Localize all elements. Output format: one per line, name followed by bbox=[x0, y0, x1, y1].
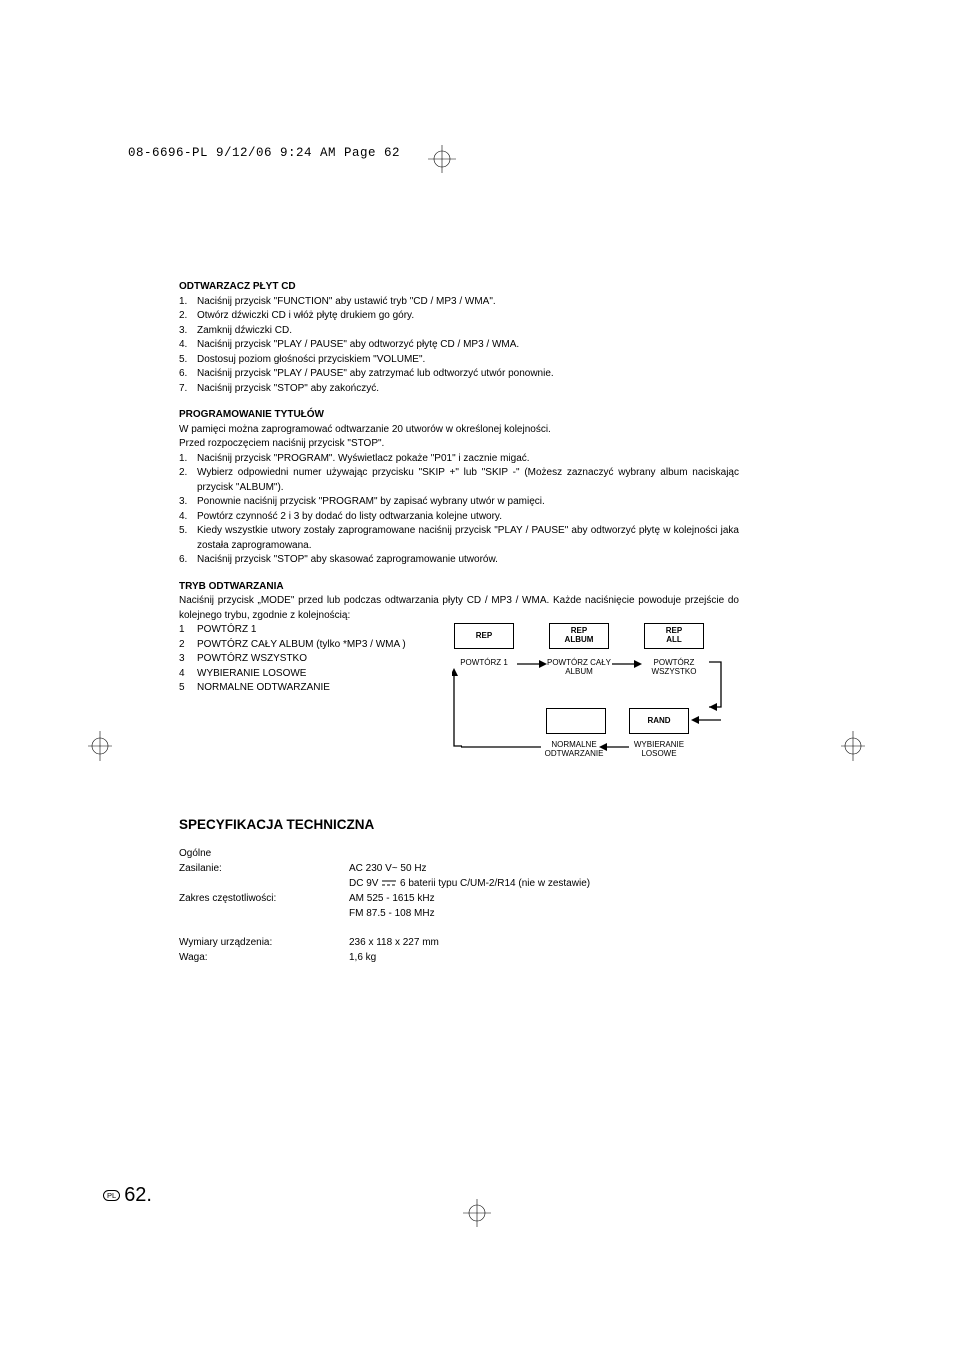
list-item: 6.Naciśnij przycisk "STOP" aby skasować … bbox=[179, 553, 739, 568]
arrow-icon bbox=[691, 715, 721, 725]
dc-symbol-icon bbox=[381, 879, 397, 887]
spec-row: Wymiary urządzenia:236 x 118 x 227 mm bbox=[179, 935, 739, 950]
list-item: 5.Dostosuj poziom głośności przyciskiem … bbox=[179, 353, 739, 368]
arrow-icon bbox=[612, 659, 642, 669]
list-item: 2POWTÓRZ CAŁY ALBUM (tylko *MP3 / WMA ) bbox=[179, 638, 449, 653]
section2-intro1: W pamięci można zaprogramować odtwarzani… bbox=[179, 423, 739, 438]
diagram-label-4: WYBIERANIELOSOWE bbox=[626, 741, 692, 759]
diagram-box-rep-album: REPALBUM bbox=[549, 623, 609, 649]
section1-title: ODTWARZACZ PŁYT CD bbox=[179, 280, 739, 295]
page-footer: PL 62. bbox=[103, 1184, 152, 1207]
spec-heading: SPECYFIKACJA TECHNICZNA bbox=[179, 815, 739, 835]
section1-list: 1.Naciśnij przycisk "FUNCTION" aby ustaw… bbox=[179, 295, 739, 397]
section3-list: 1POWTÓRZ 1 2POWTÓRZ CAŁY ALBUM (tylko *M… bbox=[179, 623, 449, 696]
arrow-icon bbox=[452, 668, 466, 750]
list-item: 1.Naciśnij przycisk "FUNCTION" aby ustaw… bbox=[179, 295, 739, 310]
section2-intro2: Przed rozpoczęciem naciśnij przycisk "ST… bbox=[179, 437, 739, 452]
spec-row: Waga:1,6 kg bbox=[179, 950, 739, 965]
list-item: 2.Otwórz dźwiczki CD i włóż płytę drukie… bbox=[179, 309, 739, 324]
list-item: 7.Naciśnij przycisk "STOP" aby zakończyć… bbox=[179, 382, 739, 397]
section2-list: 1.Naciśnij przycisk "PROGRAM". Wyświetla… bbox=[179, 452, 739, 568]
list-item: 4WYBIERANIE LOSOWE bbox=[179, 667, 449, 682]
list-item: 3.Zamknij dźwiczki CD. bbox=[179, 324, 739, 339]
register-mark-right bbox=[841, 731, 865, 766]
list-item: 1.Naciśnij przycisk "PROGRAM". Wyświetla… bbox=[179, 452, 739, 467]
diagram-label-2: POWTÓRZ CAŁYALBUM bbox=[544, 659, 614, 677]
diagram-box-rep: REP bbox=[454, 623, 514, 649]
list-item: 4.Powtórz czynność 2 i 3 by dodać do lis… bbox=[179, 510, 739, 525]
mode-diagram: REP REPALBUM REPALL RAND POWTÓRZ 1 POWTÓ… bbox=[449, 623, 724, 783]
language-badge: PL bbox=[103, 1190, 120, 1201]
list-item: 3.Ponownie naciśnij przycisk "PROGRAM" b… bbox=[179, 495, 739, 510]
arrow-icon bbox=[461, 742, 541, 752]
register-mark-top bbox=[428, 145, 456, 178]
spec-general-label: Ogólne bbox=[179, 847, 739, 862]
arrow-icon bbox=[706, 659, 724, 715]
diagram-label-1: POWTÓRZ 1 bbox=[449, 659, 519, 668]
page-content: ODTWARZACZ PŁYT CD 1.Naciśnij przycisk "… bbox=[179, 280, 739, 965]
diagram-box-rand: RAND bbox=[629, 708, 689, 734]
print-header: 08-6696-PL 9/12/06 9:24 AM Page 62 bbox=[128, 146, 400, 160]
list-item: 4.Naciśnij przycisk "PLAY / PAUSE" aby o… bbox=[179, 338, 739, 353]
arrow-icon bbox=[599, 742, 629, 752]
diagram-label-3: POWTÓRZWSZYSTKO bbox=[639, 659, 709, 677]
register-mark-left bbox=[88, 731, 112, 766]
list-item: 5.Kiedy wszystkie utwory zostały zaprogr… bbox=[179, 524, 739, 553]
arrow-icon bbox=[517, 659, 547, 669]
list-item: 6.Naciśnij przycisk "PLAY / PAUSE" aby z… bbox=[179, 367, 739, 382]
spec-row bbox=[179, 921, 739, 935]
list-item: 5NORMALNE ODTWARZANIE bbox=[179, 681, 449, 696]
diagram-box-empty bbox=[546, 708, 606, 734]
list-item: 2.Wybierz odpowiedni numer używając przy… bbox=[179, 466, 739, 495]
spec-row: DC 9V 6 baterii typu C/UM-2/R14 (nie w z… bbox=[179, 876, 739, 891]
section2-title: PROGRAMOWANIE TYTUŁÓW bbox=[179, 408, 739, 423]
spec-row: FM 87.5 - 108 MHz bbox=[179, 906, 739, 921]
section3-intro: Naciśnij przycisk „MODE" przed lub podcz… bbox=[179, 594, 739, 623]
diagram-box-rep-all: REPALL bbox=[644, 623, 704, 649]
section3-title: TRYB ODTWARZANIA bbox=[179, 580, 739, 595]
spec-row: Zasilanie:AC 230 V~ 50 Hz bbox=[179, 861, 739, 876]
spec-row: Zakres częstotliwości:AM 525 - 1615 kHz bbox=[179, 891, 739, 906]
page-number: 62. bbox=[124, 1184, 152, 1207]
register-mark-bottom bbox=[463, 1199, 491, 1232]
list-item: 3POWTÓRZ WSZYSTKO bbox=[179, 652, 449, 667]
list-item: 1POWTÓRZ 1 bbox=[179, 623, 449, 638]
